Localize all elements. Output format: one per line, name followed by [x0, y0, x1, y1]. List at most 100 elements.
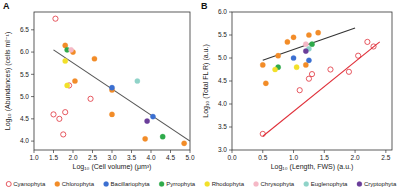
- point: [145, 118, 150, 123]
- legend-item: Chlorophyta: [55, 181, 95, 187]
- x-tick: [112, 150, 113, 153]
- x-tick-label: 0.5: [258, 154, 267, 161]
- fit-line: [263, 42, 380, 136]
- point: [92, 56, 97, 61]
- x-tick-label: 4.5: [166, 154, 175, 161]
- legend-marker: [55, 182, 60, 187]
- legend-item: Rhodophyta: [205, 181, 245, 187]
- y-tick: [229, 12, 232, 13]
- x-tick-label: 1.0: [289, 154, 298, 161]
- x-tick-label: 1.5: [49, 154, 58, 161]
- x-tick: [170, 150, 171, 153]
- legend-marker: [6, 182, 11, 187]
- legend-item: Cyanophyta: [6, 181, 46, 187]
- y-axis-label: Log₁₀ (Total FL R) (a.u.): [202, 44, 210, 117]
- point: [135, 78, 140, 83]
- point: [303, 49, 308, 54]
- point: [150, 114, 155, 119]
- x-tick: [385, 150, 386, 153]
- x-tick-label: 3.0: [107, 154, 116, 161]
- point: [276, 53, 281, 58]
- y-tick-label: 4.0: [218, 100, 227, 107]
- point: [63, 58, 68, 63]
- legend-label: Rhodophyta: [212, 181, 245, 187]
- point: [63, 110, 68, 115]
- x-tick: [324, 150, 325, 153]
- x-tick: [355, 150, 356, 153]
- y-tick: [31, 52, 34, 53]
- x-tick: [262, 150, 263, 153]
- x-axis-label: Log₁₀ (Length, FWS) (a.u.): [271, 163, 354, 171]
- y-tick-label: 6.5: [20, 26, 29, 33]
- y-tick: [31, 96, 34, 97]
- point: [260, 62, 265, 67]
- point: [303, 62, 308, 67]
- y-tick-label: 3.5: [218, 123, 227, 130]
- y-tick: [229, 35, 232, 36]
- y-tick: [229, 150, 232, 151]
- y-tick-label: 5.0: [20, 93, 29, 100]
- y-tick: [229, 58, 232, 59]
- y-tick-label: 5.5: [20, 71, 29, 78]
- x-tick: [232, 150, 233, 153]
- point: [309, 42, 314, 47]
- point: [309, 72, 314, 77]
- panel-label: A: [3, 1, 10, 11]
- panel-label: B: [201, 1, 208, 11]
- point: [72, 78, 77, 83]
- y-tick-label: 3.0: [218, 146, 227, 153]
- y-tick-label: 6.0: [20, 48, 29, 55]
- point: [316, 30, 321, 35]
- point: [143, 136, 148, 141]
- legend-marker: [254, 182, 259, 187]
- point: [68, 47, 73, 52]
- y-axis-label: Log₁₀ (Abundances) (cells ml⁻¹): [4, 32, 12, 130]
- point: [160, 134, 165, 139]
- x-tick-label: 2.5: [88, 154, 97, 161]
- legend-marker: [104, 182, 109, 187]
- legend-item: Cryptophyta: [357, 181, 397, 187]
- legend-marker: [159, 182, 164, 187]
- x-axis-label: Log₁₀ (Cell volume) (μm³): [73, 163, 152, 171]
- point: [88, 96, 93, 101]
- point: [51, 112, 56, 117]
- legend-label: Chlorophyta: [62, 181, 95, 187]
- point: [306, 32, 311, 37]
- y-tick-label: 4.0: [20, 137, 29, 144]
- y-tick: [31, 141, 34, 142]
- data-layer: [260, 28, 380, 136]
- point: [365, 39, 370, 44]
- point: [294, 65, 299, 70]
- y-tick-label: 6.0: [218, 8, 227, 15]
- point: [306, 58, 311, 63]
- x-tick-label: 1.0: [29, 154, 38, 161]
- x-tick: [190, 150, 191, 153]
- x-tick-label: 3.5: [127, 154, 136, 161]
- legend-label: Chrysophyta: [261, 181, 295, 187]
- y-tick-label: 5.0: [218, 54, 227, 61]
- point: [297, 88, 302, 93]
- legend-marker: [304, 182, 309, 187]
- point: [263, 81, 268, 86]
- point: [303, 42, 308, 47]
- x-tick-label: 5.0: [185, 154, 194, 161]
- point: [306, 76, 311, 81]
- legend-label: Cyanophyta: [13, 181, 46, 187]
- legend-marker: [357, 182, 362, 187]
- panel: 0.00.51.01.52.02.53.03.54.04.55.05.56.0L…: [201, 1, 392, 171]
- point: [285, 39, 290, 44]
- point: [182, 141, 187, 146]
- x-tick: [53, 150, 54, 153]
- y-tick: [229, 81, 232, 82]
- fit-line: [54, 50, 191, 141]
- y-tick-label: 5.5: [218, 31, 227, 38]
- point: [109, 112, 114, 117]
- point: [57, 116, 62, 121]
- legend: CyanophytaChlorophytaBacillariophytaPyrr…: [6, 181, 397, 187]
- x-tick-label: 4.0: [146, 154, 155, 161]
- data-layer: [51, 16, 190, 146]
- point: [346, 69, 351, 74]
- x-tick: [293, 150, 294, 153]
- y-tick: [229, 104, 232, 105]
- point: [356, 53, 361, 58]
